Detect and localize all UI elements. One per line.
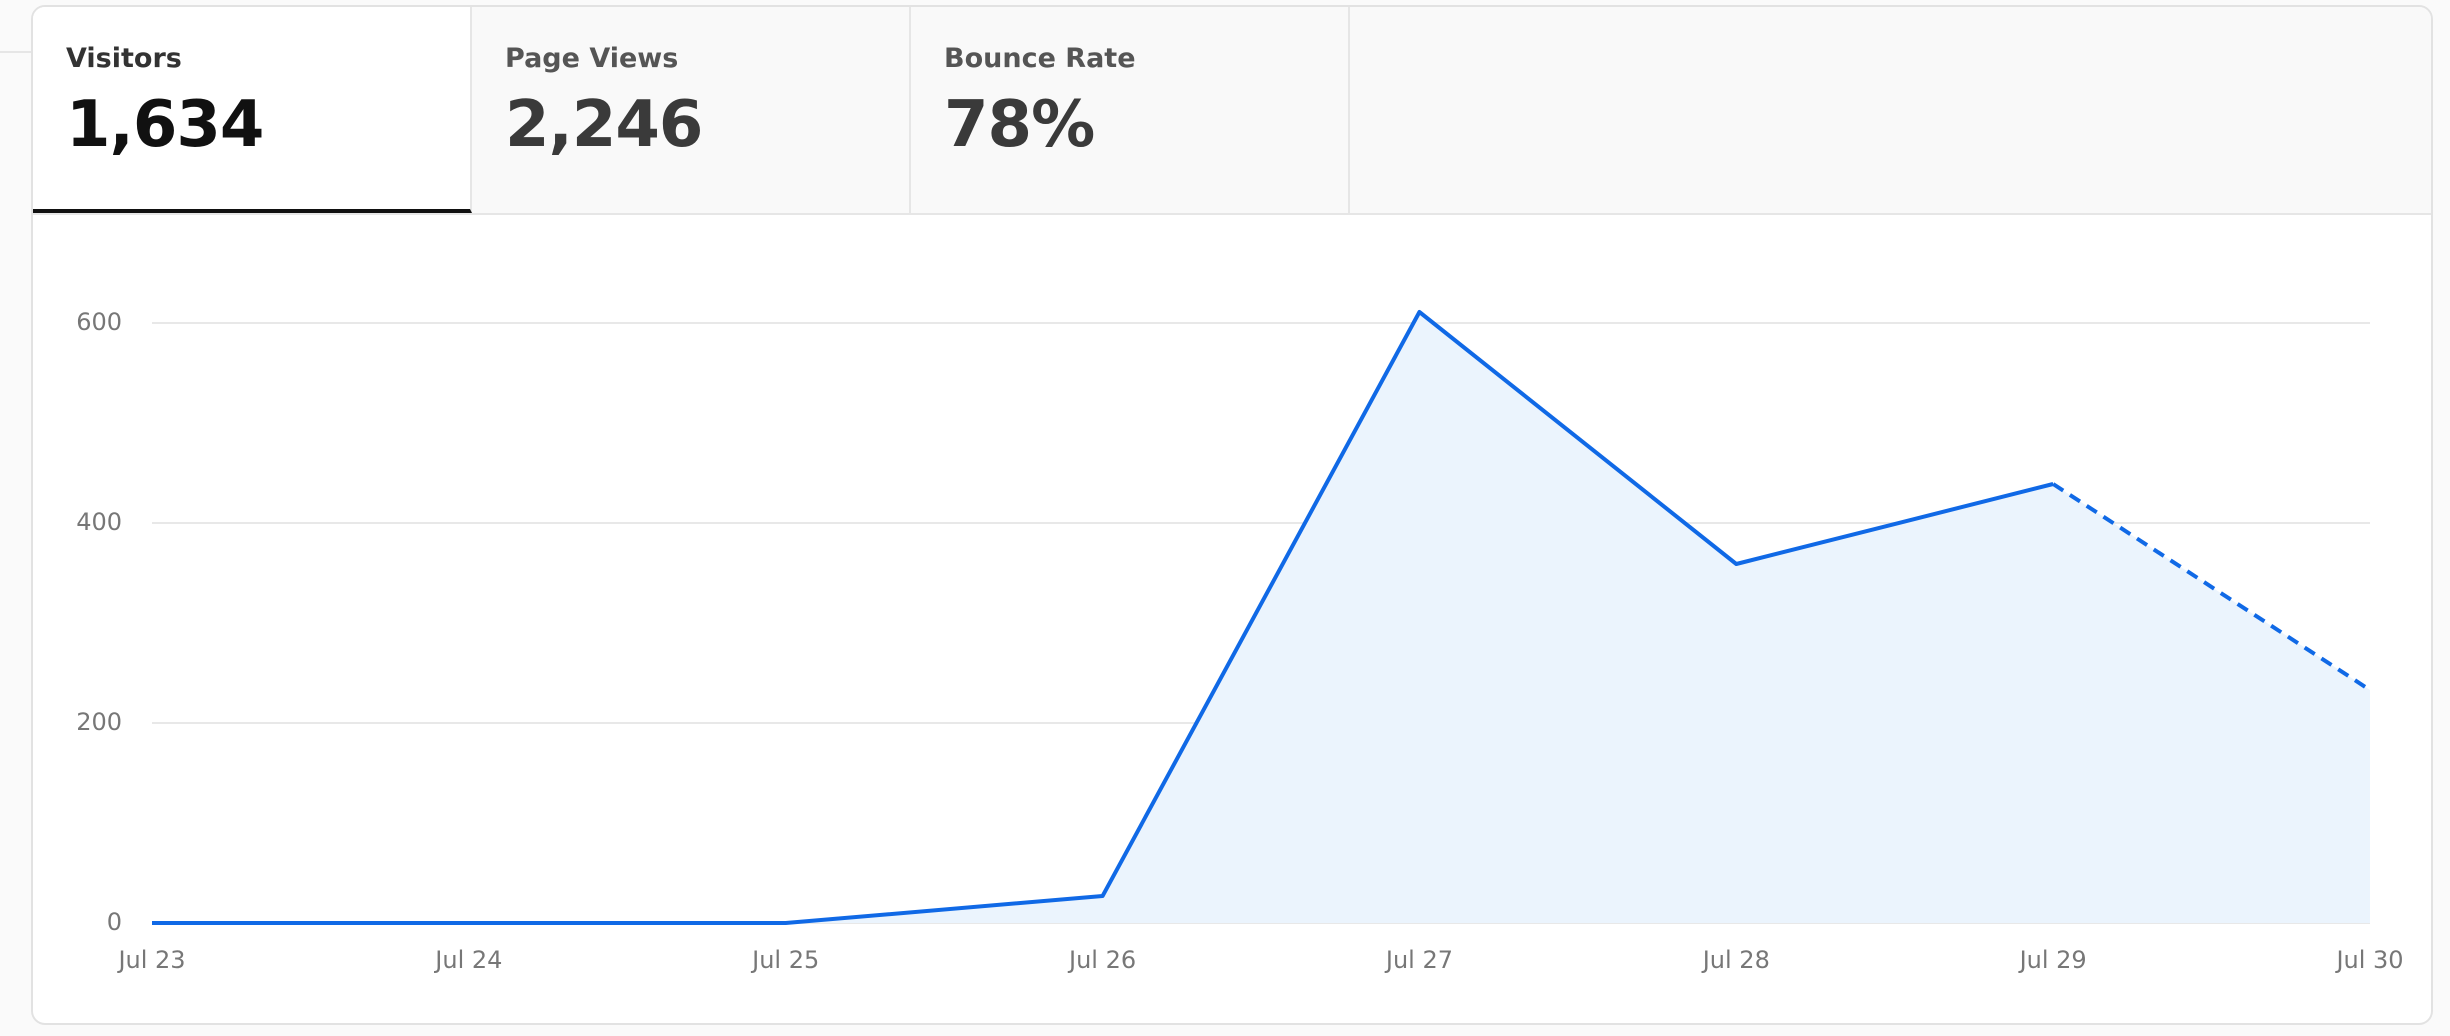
x-tick-label: Jul 28: [1701, 946, 1770, 974]
tab-label: Bounce Rate: [944, 43, 1136, 74]
tab-label: Visitors: [66, 43, 182, 74]
metric-tab[interactable]: Bounce Rate 78%: [911, 7, 1350, 213]
x-tick-label: Jul 25: [750, 946, 819, 974]
tab-value: 1,634: [66, 88, 264, 162]
metric-tabs: Visitors 1,634 Page Views 2,246 Bounce Rate 7…: [33, 7, 2431, 215]
tab-value: 78%: [944, 88, 1095, 162]
x-tick-label: Jul 24: [433, 946, 502, 974]
line-dashed: [2052, 482, 2372, 692]
metric-tab[interactable]: Visitors 1,634: [33, 7, 472, 213]
tab-value: 2,246: [505, 88, 703, 162]
x-tick-label: Jul 27: [1384, 946, 1453, 974]
area: [152, 312, 2370, 923]
y-tick-label: 0: [107, 908, 122, 936]
y-tick-label: 600: [76, 308, 122, 336]
y-tick-label: 400: [76, 508, 122, 536]
line: [152, 310, 2054, 925]
tab-label: Page Views: [505, 43, 679, 74]
metric-tab[interactable]: Page Views 2,246: [472, 7, 911, 213]
x-tick-label: Jul 30: [2334, 946, 2403, 974]
x-tick-label: Jul 23: [116, 946, 185, 974]
divider: [0, 51, 31, 53]
x-tick-label: Jul 29: [2018, 946, 2087, 974]
y-tick-label: 200: [76, 708, 122, 736]
x-tick-label: Jul 26: [1067, 946, 1136, 974]
